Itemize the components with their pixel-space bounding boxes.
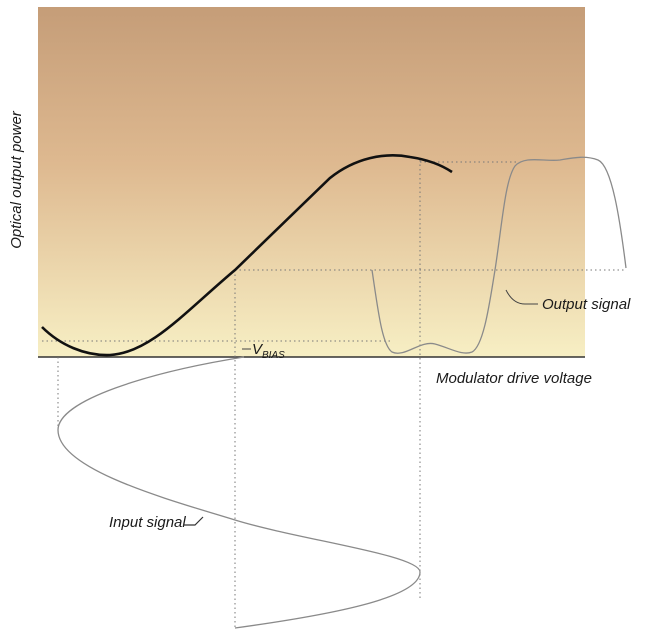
bias-label: VBIAS	[252, 341, 285, 361]
input-leader	[183, 516, 204, 526]
bias-main: V	[252, 341, 264, 358]
input-label: Input signal	[109, 514, 186, 531]
input-signal	[57, 356, 421, 629]
x-axis-label: Modulator drive voltage	[436, 370, 592, 387]
y-axis-label: Optical output power	[8, 110, 25, 249]
transfer-curve	[41, 154, 453, 357]
plot-area	[38, 7, 585, 357]
output-signal	[371, 156, 627, 354]
output-leader	[505, 289, 538, 305]
output-label: Output signal	[542, 296, 631, 313]
guide-lines	[42, 160, 626, 628]
bias-sub: BIAS	[262, 350, 285, 361]
